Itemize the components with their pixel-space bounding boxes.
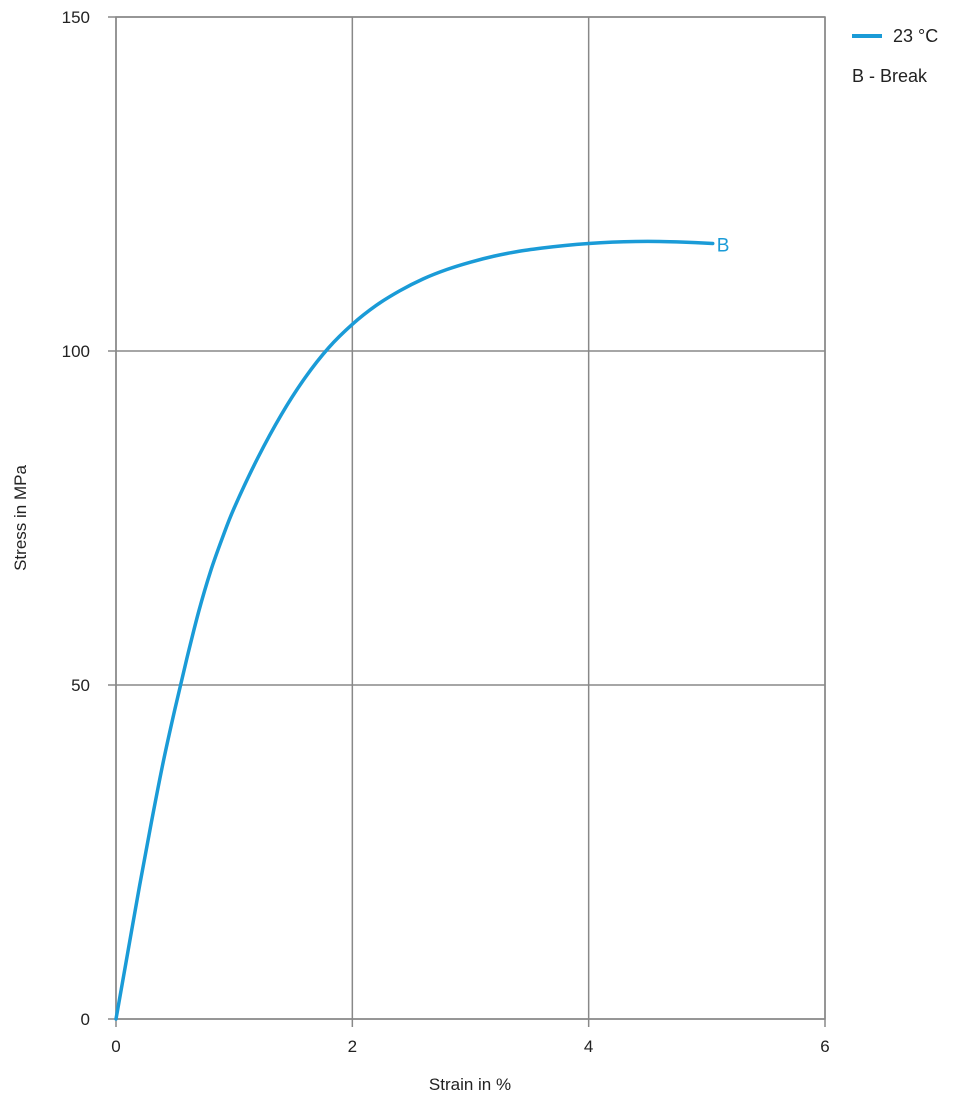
x-tick-label: 4 — [584, 1037, 593, 1056]
legend-entry-23c: 23 °C — [893, 26, 938, 46]
y-tick-label: 0 — [81, 1010, 90, 1029]
grid-lines — [108, 16, 826, 1027]
y-tick-label: 100 — [62, 342, 90, 361]
legend-note-break: B - Break — [852, 66, 928, 86]
x-tick-label: 2 — [348, 1037, 357, 1056]
x-axis-label: Strain in % — [429, 1075, 511, 1094]
break-marker: B — [717, 235, 730, 256]
y-tick-labels: 0 50 100 150 — [62, 8, 90, 1029]
x-tick-label: 0 — [111, 1037, 120, 1056]
y-tick-label: 50 — [71, 676, 90, 695]
x-tick-labels: 0 2 4 6 — [111, 1037, 829, 1056]
annotations-group: B — [717, 235, 730, 256]
x-tick-label: 6 — [820, 1037, 829, 1056]
series-line-23c — [114, 239, 715, 1021]
y-axis-label: Stress in MPa — [11, 465, 30, 571]
series-group — [114, 239, 715, 1021]
plot-frame — [115, 16, 826, 1020]
legend: 23 °C B - Break — [852, 26, 938, 86]
y-tick-label: 150 — [62, 8, 90, 27]
